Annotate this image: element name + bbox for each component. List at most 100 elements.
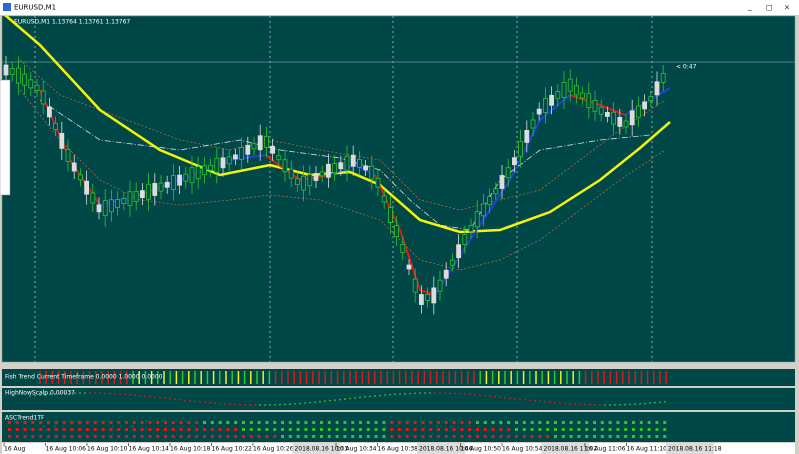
scalp-dot — [489, 395, 491, 397]
window-minimize[interactable]: _ — [747, 4, 752, 12]
scalp-dot — [159, 396, 161, 399]
scalp-dot — [584, 403, 586, 406]
scalp-dot — [119, 393, 121, 395]
candle-body — [71, 162, 77, 172]
time-highlight — [292, 443, 341, 454]
candle-body — [381, 195, 387, 203]
candle-body — [40, 90, 46, 105]
candle-body — [251, 143, 257, 150]
scalp-dot — [469, 393, 471, 396]
trend-square — [93, 428, 97, 431]
trend-square — [327, 435, 331, 438]
trend-square — [655, 435, 659, 438]
side-panel[interactable] — [0, 79, 11, 196]
time-label: 2018.08.16 10:46 — [419, 446, 473, 453]
scalp-dot — [364, 396, 366, 398]
trend-square — [210, 421, 214, 424]
trend-square — [437, 435, 440, 438]
scalp-dot — [404, 392, 406, 395]
scalp-dot — [169, 397, 171, 400]
trend-square — [390, 428, 394, 431]
scalp-dot — [174, 398, 176, 401]
trend-square — [156, 435, 160, 438]
time-label: 16 Aug 10:06 — [46, 446, 87, 453]
trend-square — [639, 421, 643, 424]
candle-body — [109, 199, 114, 213]
scalp-dot — [459, 392, 461, 395]
indicator-label: ASCTrend1TF — [5, 415, 45, 422]
trend-square — [281, 421, 284, 424]
trend-square — [608, 421, 612, 424]
trend-square — [109, 421, 113, 424]
scalp-dot — [664, 400, 666, 403]
candle-body — [549, 94, 554, 106]
trend-square — [522, 435, 526, 438]
trend-square — [585, 428, 589, 431]
trend-square — [265, 435, 269, 438]
window-maximize[interactable]: □ — [766, 4, 773, 12]
trend-square — [273, 428, 277, 431]
trend-square — [132, 428, 136, 431]
trend-square — [117, 428, 121, 431]
trend-square — [468, 428, 472, 431]
scalp-dot — [54, 393, 56, 395]
scalp-dot — [604, 404, 606, 406]
candle-body — [363, 165, 369, 171]
candle-body — [220, 157, 226, 169]
trend-square — [530, 435, 534, 438]
trend-square — [242, 428, 245, 431]
scalp-dot — [69, 392, 71, 395]
fast-ma-down — [264, 154, 331, 182]
scalp-dot — [539, 400, 541, 403]
candle-body — [412, 278, 418, 293]
scalp-dot — [49, 393, 51, 396]
trend-square — [187, 428, 191, 431]
scalp-dot — [534, 399, 536, 402]
trend-square — [468, 421, 472, 424]
trend-square — [304, 435, 308, 438]
scalp-dot — [219, 402, 221, 405]
time-axis — [2, 443, 795, 454]
trend-square — [382, 435, 386, 438]
candle-body — [636, 105, 641, 118]
scalp-dot — [114, 392, 116, 395]
scalp-dot — [94, 392, 96, 394]
trend-square — [47, 428, 50, 431]
scalp-dot — [354, 397, 356, 399]
trend-square — [639, 428, 643, 431]
trend-square — [148, 428, 152, 431]
trend-square — [515, 435, 518, 438]
trend-square — [538, 428, 542, 431]
trend-square — [210, 428, 214, 431]
candle-body — [505, 167, 511, 179]
trend-square — [437, 421, 440, 424]
candle-body — [425, 294, 431, 301]
trend-square — [265, 428, 269, 431]
candle-body — [437, 279, 443, 292]
scalp-dot — [619, 403, 621, 406]
window-close[interactable]: × — [784, 4, 790, 12]
candle-body — [245, 144, 251, 155]
scalp-dot — [499, 396, 501, 398]
trend-square — [647, 435, 651, 438]
trend-square — [600, 435, 604, 438]
candle-body — [232, 154, 238, 160]
candle-body — [276, 155, 282, 161]
candle-body — [623, 120, 629, 128]
trend-square — [351, 421, 355, 424]
scalp-dot — [569, 402, 571, 405]
trend-square — [600, 421, 604, 424]
candle-body — [369, 165, 375, 180]
trend-square — [195, 428, 199, 431]
candle-body — [468, 225, 474, 232]
candle-body — [567, 78, 573, 92]
trend-square — [257, 435, 261, 438]
trend-square — [288, 435, 292, 438]
trend-square — [195, 421, 199, 424]
scalp-dot — [334, 399, 336, 402]
trend-square — [179, 421, 183, 424]
candle-body — [605, 112, 610, 117]
trend-square — [468, 435, 472, 438]
trend-square — [437, 428, 440, 431]
scalp-dot — [274, 403, 276, 406]
